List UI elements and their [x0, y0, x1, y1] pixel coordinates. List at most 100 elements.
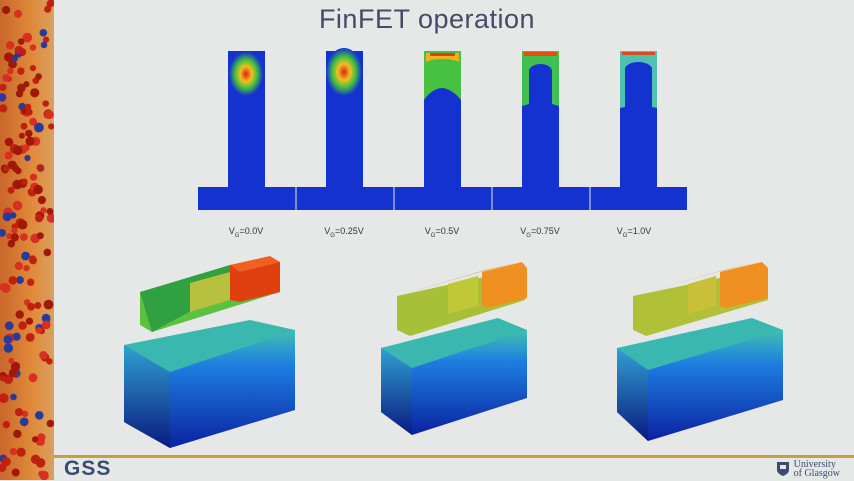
fin-cross-section-3 [424, 51, 461, 188]
atom-dot [10, 393, 17, 401]
atom-dot [18, 321, 27, 330]
atom-dot [46, 358, 53, 365]
atom-dot [27, 302, 35, 311]
atom-dot [20, 233, 28, 241]
atom-dot [0, 229, 6, 237]
atom-dot [35, 214, 44, 223]
atom-dot [12, 200, 23, 211]
atom-dot [39, 29, 48, 37]
atom-dot [20, 122, 28, 130]
atom-dot [10, 233, 19, 242]
gate-voltage-label-2: VG=0.25V [324, 226, 364, 239]
atom-dot [15, 90, 24, 98]
atom-dot [42, 100, 49, 107]
atom-dot [19, 417, 29, 427]
atom-dot [4, 137, 14, 147]
atom-dot [2, 212, 12, 222]
slide-title: FinFET operation [318, 4, 536, 34]
atom-dot [11, 468, 20, 477]
atom-dot [43, 36, 50, 43]
atom-dot [7, 67, 14, 75]
atom-dot [41, 313, 51, 323]
atom-dot [35, 73, 42, 80]
finfet-3d-device-1 [124, 256, 295, 448]
atom-dot [11, 227, 18, 234]
atom-dot [7, 160, 17, 170]
atom-dot [41, 320, 51, 330]
finfet-3d-device-2 [381, 262, 527, 435]
atom-dot [37, 438, 45, 446]
university-name-line-2: of Glasgow [793, 468, 840, 479]
atom-dot [29, 256, 37, 265]
atom-dot [25, 129, 33, 138]
crest-icon [776, 462, 789, 476]
atom-dot [13, 429, 22, 439]
atom-dot [29, 117, 37, 126]
gate-voltage-label-4: VG=0.75V [520, 226, 560, 239]
atom-dot [9, 447, 18, 456]
atom-dot [3, 335, 13, 344]
university-logo: University of Glasgow [776, 460, 840, 479]
atom-dot [8, 276, 18, 285]
atom-dot [21, 410, 29, 417]
atom-dot [0, 463, 7, 472]
atom-dot [29, 173, 38, 181]
atom-dot [21, 178, 28, 185]
atom-dot [29, 65, 37, 72]
atom-dot [29, 44, 37, 51]
atom-dot [45, 110, 54, 120]
fin-cross-section-1 [228, 51, 265, 188]
atom-dot [21, 251, 30, 261]
atom-dot [15, 310, 24, 319]
atom-dot [34, 302, 42, 309]
atom-dot [12, 332, 21, 341]
atom-dot [14, 261, 23, 271]
fin-substrate-base [198, 187, 687, 210]
atom-dot [7, 186, 15, 194]
atom-dot [8, 357, 15, 364]
atom-dot [5, 41, 15, 50]
atom-dot [17, 38, 25, 45]
atom-dot [4, 321, 14, 331]
gss-logo: GSS [64, 457, 112, 480]
atom-dot [14, 45, 24, 55]
atom-dot [28, 373, 38, 383]
atom-dot [32, 436, 39, 443]
atom-dot [43, 299, 54, 310]
atom-dot [25, 333, 35, 342]
atom-dot [30, 88, 40, 98]
atom-dot [8, 368, 18, 378]
atom-dot [23, 264, 30, 272]
atom-dot [0, 93, 7, 102]
atom-dot [24, 103, 32, 111]
atom-dot [25, 108, 33, 116]
atom-dot [39, 351, 48, 360]
atom-dot [1, 283, 11, 293]
atom-dot [22, 32, 33, 43]
atom-dot [2, 420, 10, 429]
atom-stripe-decoration [0, 0, 54, 480]
atom-dot [46, 213, 54, 223]
atom-dot [24, 154, 31, 162]
atom-dot [0, 393, 9, 404]
atom-dot [25, 317, 34, 325]
atom-dot [14, 408, 24, 417]
atom-dot [16, 447, 26, 457]
atom-dot [13, 145, 23, 156]
atom-dot [26, 278, 35, 286]
atom-dot [3, 165, 10, 172]
fin-cross-section-2 [326, 48, 363, 188]
fin-cross-section-4 [522, 51, 559, 188]
gate-voltage-label-5: VG=1.0V [616, 226, 652, 239]
atom-dot [46, 0, 54, 8]
gate-voltage-label-1: VG=0.0V [228, 226, 264, 239]
atom-dot [46, 419, 54, 428]
atom-dot [7, 239, 16, 248]
atom-dot [36, 232, 44, 240]
atom-dot [16, 276, 24, 284]
atom-dot [37, 196, 47, 205]
atom-dot [2, 5, 11, 15]
atom-dot [43, 248, 52, 257]
atom-dot [35, 327, 43, 334]
